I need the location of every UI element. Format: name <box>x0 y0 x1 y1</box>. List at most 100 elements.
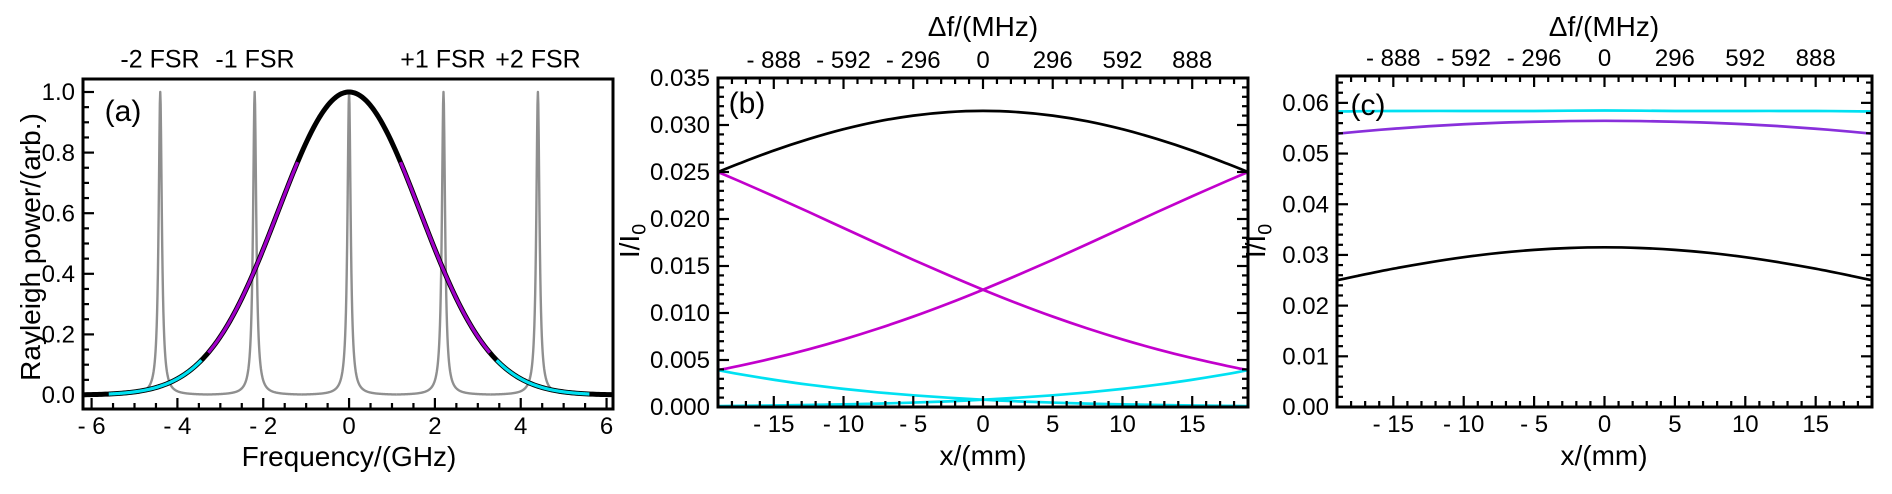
panel-a: - 6 - 4 - 2 0 2 4 6 0.0 0.2 0.4 0.6 0.8 1.0 <box>42 77 615 440</box>
x-tick-label: 5 <box>1046 411 1059 438</box>
y-tick-label: 0.04 <box>1282 191 1329 218</box>
y-tick-label: 0.035 <box>650 65 710 92</box>
tick-labels-b: - 15 - 10 - 5 0 5 10 15 0.000 0.005 0.010 0.015 0.0… <box>650 47 1212 438</box>
x-tick-label: 0 <box>1598 411 1611 438</box>
y-tick-label: 0.6 <box>42 200 75 227</box>
curves-c <box>1337 109 1872 282</box>
panel-b-x-axis-title: x/(mm) <box>939 440 1027 471</box>
y-tick-label: 0.00 <box>1282 394 1329 421</box>
curve-tail-cyan-left <box>107 358 203 396</box>
curve-sum-within-1fsr-purple <box>1337 119 1872 136</box>
top-tick-label: - 888 <box>1366 45 1421 72</box>
panel-c-letter: (c) <box>1350 89 1386 122</box>
curve-etalon-comb <box>206 90 303 396</box>
y-tick-label: 0.000 <box>650 394 710 421</box>
panel-b-letter: (b) <box>728 87 766 120</box>
x-tick-label: 2 <box>428 413 441 440</box>
curve-flank-purple-right <box>399 161 492 354</box>
panel-c-y-title-text: I/I <box>1239 234 1271 259</box>
y-tick-label: 1.0 <box>42 79 75 106</box>
y-tick-label: 0.8 <box>42 140 75 167</box>
panel-c-top-axis-title: Δf/(MHz) <box>1548 11 1660 42</box>
axis-ticks-b <box>716 76 1250 409</box>
y-tick-label: 0.06 <box>1282 90 1329 117</box>
panel-a-x-axis-title: Frequency/(GHz) <box>241 441 457 472</box>
y-tick-label: 0.01 <box>1282 343 1329 370</box>
curve-order-0fsr-black <box>718 109 1248 174</box>
curve-etalon-comb <box>301 90 398 396</box>
x-tick-label: - 2 <box>249 413 277 440</box>
fsr-label-plus2: +2 FSR <box>495 45 581 74</box>
curve-etalon-comb <box>489 90 586 396</box>
axis-ticks-c <box>1335 76 1874 409</box>
panel-b-y-title-sub: 0 <box>628 223 651 235</box>
top-tick-label: - 888 <box>746 47 801 74</box>
curve-sum-within-2fsr-cyan <box>1337 109 1872 113</box>
panel-a-letter: (a) <box>104 95 142 128</box>
x-tick-label: 6 <box>600 413 613 440</box>
x-tick-label: 10 <box>1109 411 1136 438</box>
y-tick-label: 0.010 <box>650 300 710 327</box>
x-tick-label: 4 <box>514 413 527 440</box>
panel-c-y-axis-title: I/I0 <box>1239 223 1277 259</box>
top-tick-label: - 592 <box>1436 45 1491 72</box>
curve-flank-purple-left <box>207 161 300 354</box>
panel-a-y-axis-title: Rayleigh power/(arb.) <box>15 113 46 381</box>
curve-order-0fsr-black <box>1337 245 1872 282</box>
y-tick-label: 0.030 <box>650 112 710 139</box>
curve-order-minus1fsr-magenta <box>718 170 1248 372</box>
plot-frame-b <box>716 76 1250 409</box>
x-tick-label: - 4 <box>163 413 191 440</box>
x-tick-label: - 5 <box>1520 411 1548 438</box>
x-tick-label: 10 <box>1732 411 1759 438</box>
top-tick-label: - 592 <box>816 47 871 74</box>
x-tick-label: - 10 <box>1443 411 1484 438</box>
y-tick-label: 0.020 <box>650 206 710 233</box>
y-tick-label: 0.03 <box>1282 242 1329 269</box>
panel-c-x-axis-title: x/(mm) <box>1560 440 1648 471</box>
top-tick-label: 0 <box>976 47 989 74</box>
x-tick-label: - 5 <box>899 411 927 438</box>
curves-a <box>83 89 613 398</box>
tick-labels-c: - 15 - 10 - 5 0 5 10 15 0.00 0.01 0.02 0.03 0.04 0.0… <box>1282 45 1835 438</box>
panel-b-top-axis-title: Δf/(MHz) <box>927 11 1039 42</box>
x-tick-label: 15 <box>1802 411 1829 438</box>
top-tick-label: - 296 <box>886 47 941 74</box>
x-tick-label: - 6 <box>78 413 106 440</box>
panel-b: - 15 - 10 - 5 0 5 10 15 0.000 0.005 0.010 0.015 0.0… <box>650 47 1250 438</box>
x-tick-label: 15 <box>1179 411 1206 438</box>
curve-etalon-comb <box>395 90 492 396</box>
y-tick-label: 0.005 <box>650 347 710 374</box>
top-tick-label: 888 <box>1172 47 1212 74</box>
y-tick-label: 0.4 <box>42 261 75 288</box>
x-tick-label: 0 <box>976 411 989 438</box>
y-tick-label: 0.0 <box>42 382 75 409</box>
fsr-label-minus2: -2 FSR <box>120 45 200 74</box>
y-tick-label: 0.015 <box>650 253 710 280</box>
x-tick-label: - 15 <box>1373 411 1414 438</box>
y-tick-label: 0.2 <box>42 322 75 349</box>
curve-tail-cyan-right <box>495 358 591 396</box>
top-tick-label: 592 <box>1725 45 1765 72</box>
y-tick-label: 0.025 <box>650 159 710 186</box>
top-tick-label: 296 <box>1655 45 1695 72</box>
plot-frame-c <box>1335 74 1874 409</box>
fsr-label-plus1: +1 FSR <box>400 45 486 74</box>
curves-b <box>718 109 1248 407</box>
panel-c: - 15 - 10 - 5 0 5 10 15 0.00 0.01 0.02 0.03 0.04 0.0… <box>1282 45 1874 438</box>
top-tick-label: - 296 <box>1507 45 1562 72</box>
tick-labels-a: - 6 - 4 - 2 0 2 4 6 0.0 0.2 0.4 0.6 0.8 1.0 <box>42 79 614 440</box>
top-tick-label: 0 <box>1598 45 1611 72</box>
fsr-label-minus1: -1 FSR <box>215 45 295 74</box>
panel-c-y-title-sub: 0 <box>1254 223 1277 235</box>
y-tick-label: 0.05 <box>1282 141 1329 168</box>
curve-order-plus1fsr-magenta <box>718 170 1248 372</box>
x-tick-label: 0 <box>342 413 355 440</box>
panel-b-y-axis-title: I/I0 <box>613 223 651 259</box>
top-tick-label: 888 <box>1796 45 1836 72</box>
x-tick-label: - 10 <box>823 411 864 438</box>
panel-b-y-title-text: I/I <box>613 234 645 259</box>
top-tick-label: 296 <box>1033 47 1073 74</box>
